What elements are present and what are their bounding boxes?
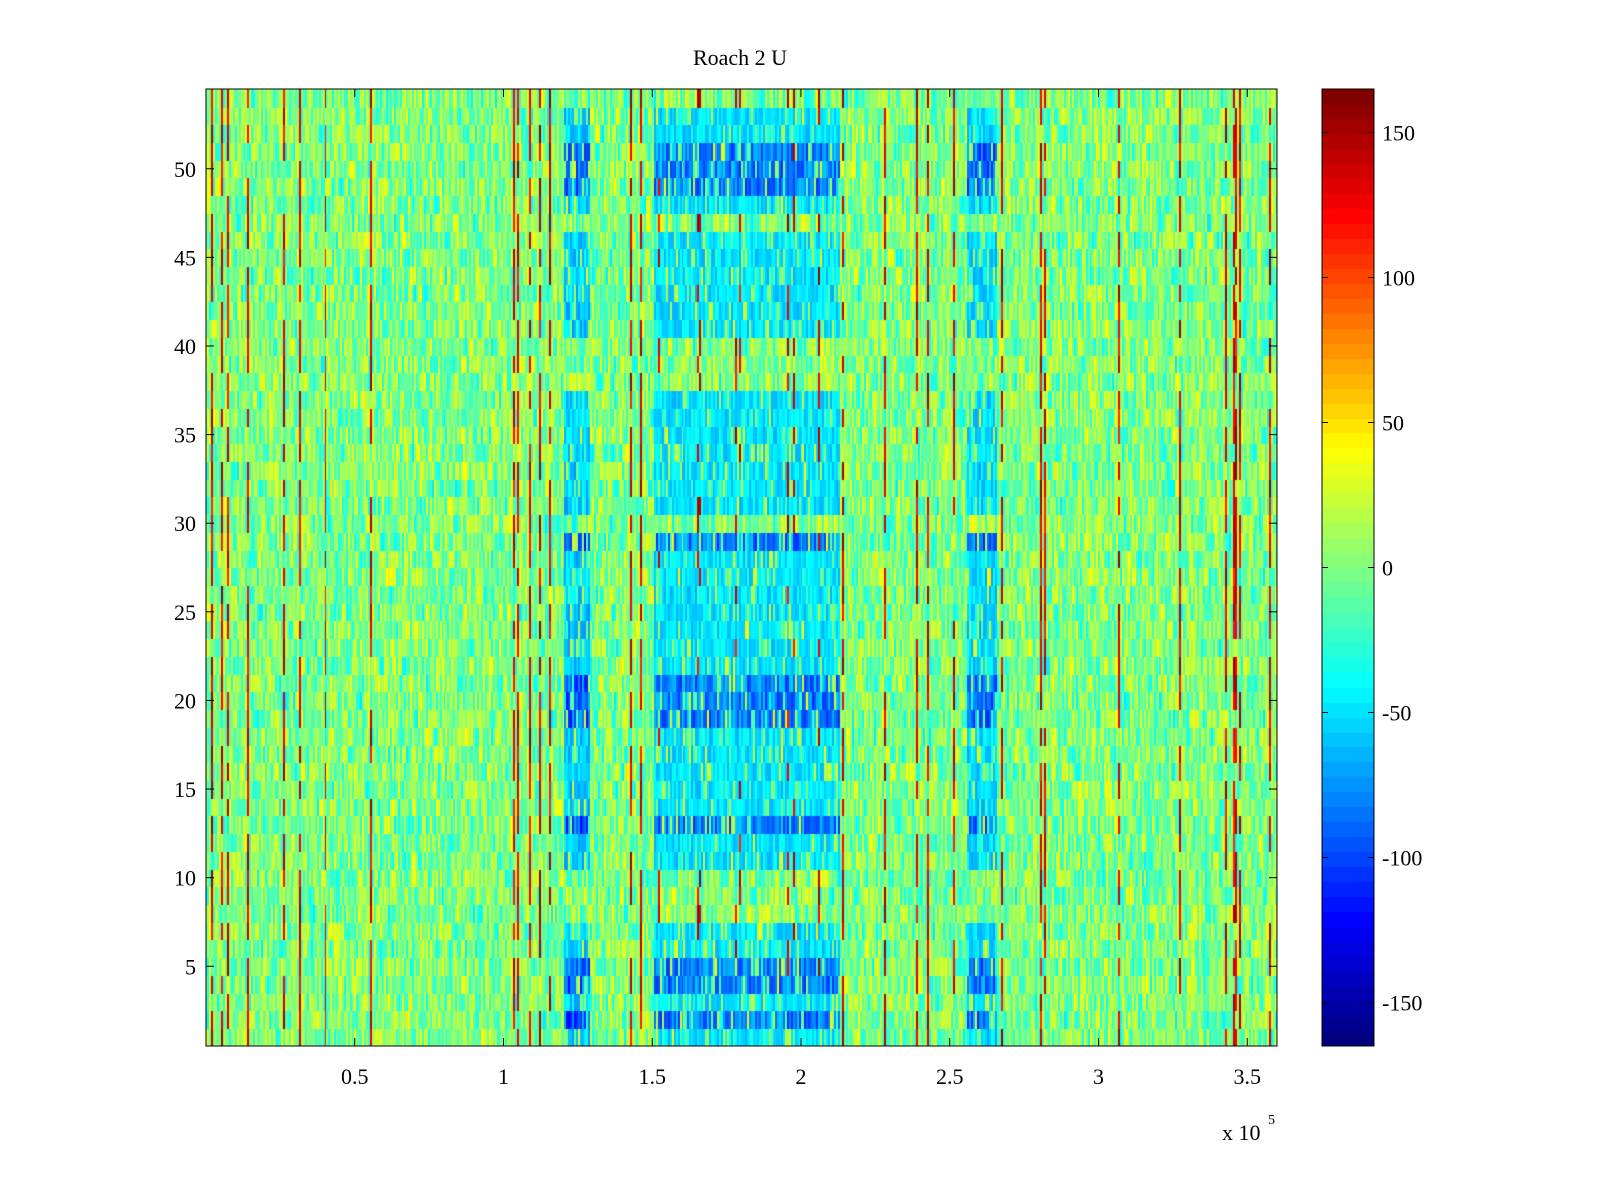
y-tick-label: 35: [174, 423, 196, 448]
x-tick-label: 2: [796, 1064, 807, 1089]
colorbar-tick-label: -100: [1382, 846, 1422, 871]
y-tick-label: 45: [174, 245, 196, 270]
colorbar-tick-label: 100: [1382, 266, 1415, 291]
y-tick-label: 10: [174, 866, 196, 891]
colorbar-tick-label: 150: [1382, 121, 1415, 146]
x-axis: 0.5 1 1.5 2 2.5 3 3.5: [341, 89, 1261, 1089]
y-tick-label: 5: [185, 954, 196, 979]
y-tick-label: 20: [174, 688, 196, 713]
colorbar-tick-label: -50: [1382, 701, 1411, 726]
y-tick-label: 15: [174, 777, 196, 802]
x-exponent-power: 5: [1268, 1113, 1275, 1128]
y-tick-label: 40: [174, 334, 196, 359]
y-tick-label: 50: [174, 157, 196, 182]
x-tick-label: 1.5: [639, 1064, 667, 1089]
x-tick-label: 1: [498, 1064, 509, 1089]
colorbar-tick-label: -150: [1382, 991, 1422, 1016]
colorbar-image: [1322, 89, 1374, 1046]
x-tick-label: 2.5: [936, 1064, 964, 1089]
heatmap-image: [206, 89, 1277, 1046]
colorbar-tick-label: 0: [1382, 556, 1393, 581]
y-tick-label: 30: [174, 511, 196, 536]
x-tick-label: 3.5: [1234, 1064, 1262, 1089]
y-axis: 5 10 15 20 25 30 35 40 45 50: [174, 157, 1277, 979]
plot-frame: [205, 88, 1278, 1047]
colorbar-tick-label: 50: [1382, 411, 1404, 436]
x-tick-label: 3: [1093, 1064, 1104, 1089]
y-tick-label: 25: [174, 600, 196, 625]
chart-title: Roach 2 U: [693, 45, 787, 70]
x-tick-label: 0.5: [341, 1064, 369, 1089]
colorbar-axis: -150 -100 -50 0 50 100 150: [1322, 121, 1422, 1016]
x-exponent-label: x 10: [1222, 1120, 1261, 1145]
